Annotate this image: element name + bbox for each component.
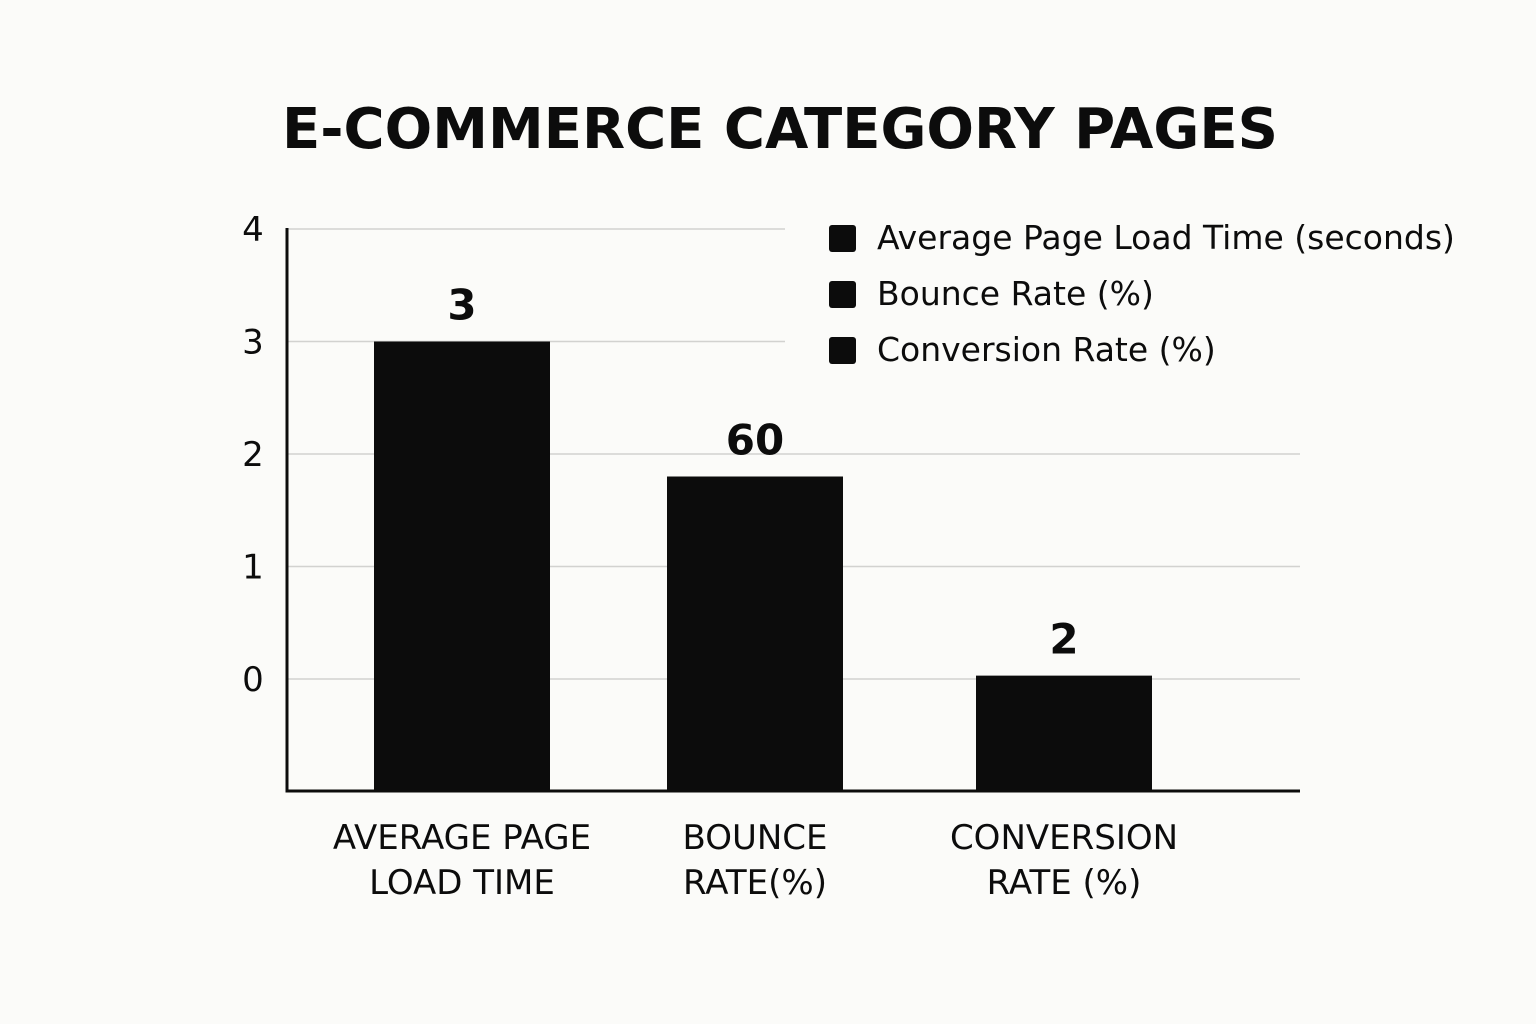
x-category-label: CONVERSION — [950, 818, 1178, 858]
legend-swatch — [829, 225, 856, 252]
x-category-label: RATE(%) — [683, 863, 827, 903]
x-axis-categories: AVERAGE PAGE LOAD TIME BOUNCE RATE(%) CONVER… — [333, 818, 1178, 903]
x-category-label: AVERAGE PAGE — [333, 818, 591, 858]
y-tick-label: 0 — [242, 660, 264, 700]
y-tick-label: 4 — [242, 210, 264, 250]
y-tick-label: 1 — [242, 548, 264, 588]
bars — [374, 341, 1152, 791]
bar — [374, 341, 550, 791]
bar — [667, 476, 843, 791]
y-axis-ticks: 4 3 2 1 0 — [242, 210, 264, 700]
bar — [976, 675, 1152, 791]
x-category-label: BOUNCE — [682, 818, 827, 858]
legend: Average Page Load Time (seconds) Bounce R… — [829, 218, 1455, 369]
y-tick-label: 2 — [242, 435, 264, 475]
legend-label: Average Page Load Time (seconds) — [877, 218, 1455, 257]
bar-value-label: 3 — [447, 281, 476, 330]
legend-swatch — [829, 281, 856, 308]
x-category-label: RATE (%) — [987, 863, 1142, 903]
legend-label: Bounce Rate (%) — [877, 274, 1154, 313]
legend-label: Conversion Rate (%) — [877, 330, 1216, 369]
x-category-label: LOAD TIME — [369, 863, 555, 903]
chart-title: E-COMMERCE CATEGORY PAGES — [282, 97, 1278, 162]
bar-value-label: 60 — [726, 416, 784, 465]
bar-value-label: 2 — [1049, 615, 1078, 664]
y-tick-label: 3 — [242, 323, 264, 363]
legend-swatch — [829, 337, 856, 364]
value-labels: 3 60 2 — [447, 281, 1078, 664]
